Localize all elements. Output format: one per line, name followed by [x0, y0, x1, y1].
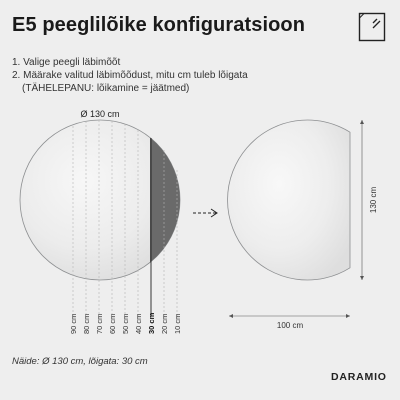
mirror-icon — [358, 12, 386, 42]
cut-labels: 90 cm 80 cm 70 cm 60 cm 50 cm 40 cm 30 c… — [69, 312, 182, 334]
cut-label: 80 cm — [82, 314, 91, 334]
width-dimension — [229, 314, 350, 318]
cut-label: 50 cm — [121, 314, 130, 334]
guide-lines — [72, 120, 178, 316]
instructions: 1. Valige peegli läbimõõt 2. Määrake val… — [12, 56, 248, 95]
brand-logo: DARAMIO — [331, 371, 387, 383]
page-title: E5 peeglilõike konfiguratsioon — [12, 14, 306, 36]
result-width-label: 100 cm — [277, 321, 304, 330]
step-2: 2. Määrake valitud läbimõõdust, mitu cm … — [12, 70, 248, 81]
cut-off-segment — [150, 120, 180, 280]
cut-label: 90 cm — [69, 314, 78, 334]
cut-label: 10 cm — [173, 314, 182, 334]
cut-label: 60 cm — [108, 314, 117, 334]
cut-label: 40 cm — [134, 314, 143, 334]
step-2-note: (TÄHELEPANU: lõikamine = jäätmed) — [22, 83, 190, 94]
cut-label: 70 cm — [95, 314, 104, 334]
diameter-label: Ø 130 cm — [80, 109, 119, 119]
cut-label: 20 cm — [160, 314, 169, 334]
step-1: 1. Valige peegli läbimõõt — [12, 57, 121, 68]
height-dimension — [360, 120, 364, 280]
cut-label-selected: 30 cm — [147, 312, 156, 334]
arrow-right-icon — [193, 208, 218, 218]
cut-mirror — [227, 119, 351, 281]
example-caption: Näide: Ø 130 cm, lõigata: 30 cm — [12, 356, 148, 367]
result-height-label: 130 cm — [369, 187, 378, 214]
